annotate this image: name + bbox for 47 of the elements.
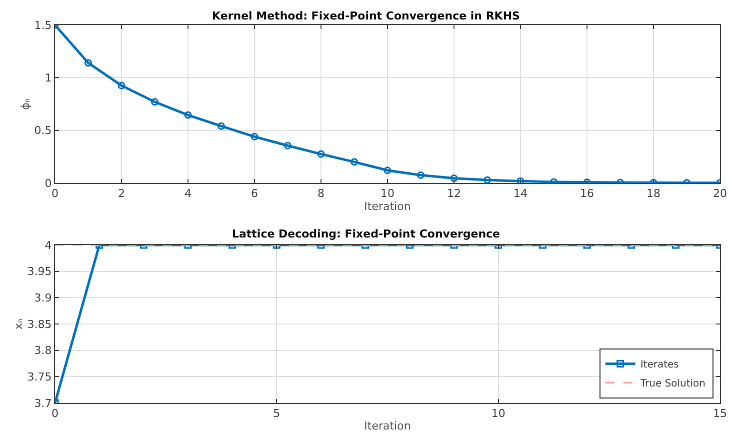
x-tick-label: 10 — [380, 187, 394, 200]
y-tick-label: 1 — [44, 72, 52, 85]
y-tick-label: 0.5 — [34, 124, 52, 138]
y-axis-title: xₙ — [12, 318, 25, 330]
x-axis-title: Iteration — [364, 200, 411, 214]
y-tick-label: 3.95 — [27, 265, 52, 278]
legend-label: True Solution — [639, 378, 706, 390]
x-tick-label: 5 — [273, 407, 280, 420]
point — [218, 122, 225, 130]
y-tick-label: 3.8 — [34, 344, 52, 358]
point — [84, 59, 92, 67]
chart-title: Kernel Method: Fixed-Point Convergence in RKHS — [212, 10, 520, 23]
point — [317, 150, 325, 158]
legend-label: Iterates — [640, 360, 679, 371]
point — [250, 132, 258, 140]
x-tick-label: 8 — [318, 187, 324, 200]
x-tick-label: 16 — [580, 187, 594, 200]
x-tick-label: 2 — [118, 187, 125, 200]
x-tick-label: 6 — [251, 187, 258, 200]
point — [184, 111, 192, 119]
x-tick-label: 4 — [184, 187, 192, 200]
point — [284, 142, 292, 150]
point — [384, 166, 392, 174]
x-tick-label: 12 — [447, 187, 461, 200]
y-tick-label: 1.5 — [34, 18, 52, 32]
x-tick-label: 18 — [646, 187, 660, 200]
point — [350, 158, 358, 166]
point — [151, 98, 158, 106]
y-tick-label: 4 — [44, 238, 52, 252]
x-axis-title: Iteration — [364, 419, 411, 432]
x-tick-label: 20 — [713, 187, 727, 200]
point — [417, 171, 424, 179]
y-tick-label: 0 — [44, 176, 52, 190]
line-series — [55, 25, 720, 183]
y-tick-label: 3.9 — [34, 292, 52, 305]
point — [450, 174, 458, 182]
point — [484, 176, 491, 183]
y-tick-label: 3.75 — [27, 370, 52, 384]
x-tick-label: 14 — [514, 187, 528, 200]
y-tick-label: 3.85 — [27, 318, 52, 331]
chart-title: Lattice Decoding: Fixed-Point Convergence — [232, 228, 500, 241]
x-tick-label: 10 — [491, 407, 506, 420]
y-axis-title: ϕₙ — [18, 98, 32, 110]
x-tick-label: 15 — [713, 407, 727, 420]
y-tick-label: 3.7 — [34, 396, 52, 410]
point — [516, 177, 524, 183]
point — [118, 82, 126, 90]
